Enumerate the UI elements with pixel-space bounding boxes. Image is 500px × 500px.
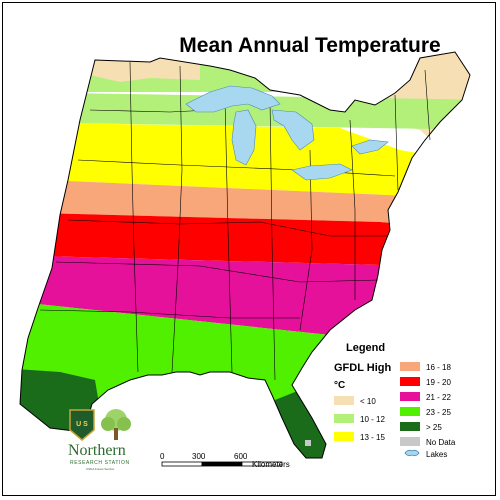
scale-bar: 0 300 600 Kilometers <box>158 452 298 476</box>
legend-swatch-13-15 <box>334 432 354 441</box>
legend-swatch-21-22 <box>400 392 420 401</box>
legend-label-16-18: 16 - 18 <box>426 363 451 372</box>
legend-label-21-22: 21 - 22 <box>426 393 451 402</box>
legend-label-no-data: No Data <box>426 438 456 447</box>
legend-label-13-15: 13 - 15 <box>360 433 385 442</box>
band-19-20 <box>20 212 470 265</box>
legend-unit: °C <box>334 380 346 391</box>
band-lt10-north <box>90 55 200 82</box>
logo-block: Northern RESEARCH STATION USDA Forest Se… <box>64 408 164 478</box>
shield-text: U S <box>76 421 88 428</box>
state-boundaries <box>39 61 431 381</box>
map-frame <box>2 2 496 496</box>
legend-swatch-lt10 <box>334 396 354 405</box>
no-data-patch <box>305 440 311 446</box>
scale-bar-graphic <box>161 461 283 467</box>
logo-name: Northern <box>68 442 126 459</box>
legend-label-gt25: > 25 <box>426 423 442 432</box>
scale-tick-600: 600 <box>234 452 248 461</box>
great-lakes <box>185 85 389 181</box>
logo-subtitle: RESEARCH STATION <box>70 460 130 466</box>
legend: Legend GFDL High °C < 10 10 - 12 13 - 15… <box>334 340 494 462</box>
band-21-22 <box>20 255 470 335</box>
legend-label-23-25: 23 - 25 <box>426 408 451 417</box>
legend-label-19-20: 19 - 20 <box>426 378 451 387</box>
scale-unit: Kilometers <box>252 460 290 469</box>
legend-label-lt10: < 10 <box>360 397 376 406</box>
scale-tick-0: 0 <box>160 452 165 461</box>
legend-label-10-12: 10 - 12 <box>360 415 385 424</box>
legend-title: Legend <box>346 342 386 354</box>
legend-swatch-23-25 <box>400 407 420 416</box>
legend-swatch-gt25 <box>400 422 420 431</box>
band-16-18 <box>20 178 470 232</box>
legend-swatch-16-18 <box>400 362 420 371</box>
legend-swatch-19-20 <box>400 377 420 386</box>
scale-tick-300: 300 <box>192 452 206 461</box>
legend-subtitle: GFDL High <box>334 362 392 374</box>
lakes-icon <box>404 449 420 457</box>
legend-label-lakes: Lakes <box>426 450 448 459</box>
logo-agency: USDA Forest Service <box>86 467 115 471</box>
legend-swatch-no-data <box>400 437 420 446</box>
legend-swatch-10-12 <box>334 414 354 423</box>
map-title: Mean Annual Temperature <box>179 34 441 57</box>
oak-tree-icon <box>101 409 131 440</box>
usfs-shield-icon: U S <box>69 409 95 441</box>
